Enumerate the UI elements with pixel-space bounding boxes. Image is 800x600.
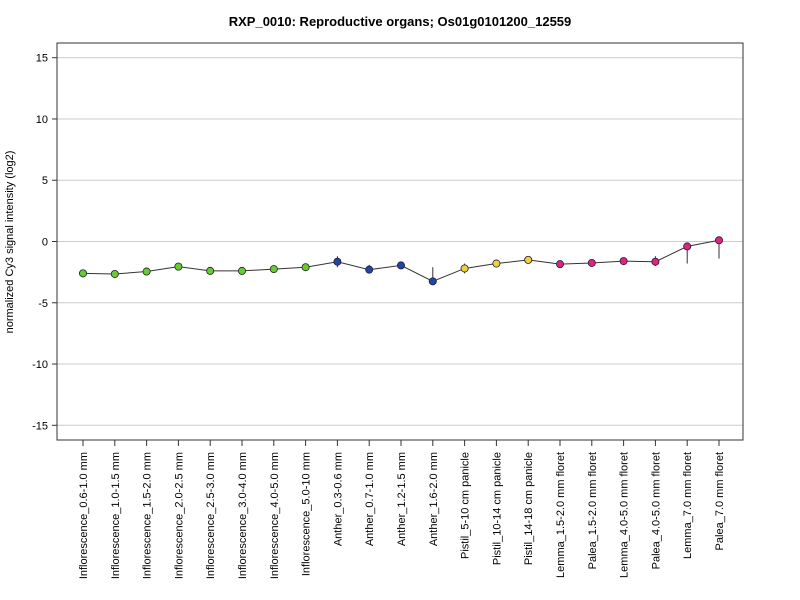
- x-tick-label: Pistil_10-14 cm panicle: [491, 452, 503, 565]
- data-point: [556, 260, 565, 269]
- data-point: [365, 265, 374, 274]
- data-point: [683, 242, 692, 251]
- x-tick-label: Inflorescence_2.5-3.0 mm: [205, 452, 217, 579]
- x-tick-label: Pistil_5-10 cm panicle: [460, 452, 472, 559]
- y-axis: 15 10 5 0 -5 -10 -15: [32, 53, 57, 432]
- x-tick-label: Lemma_4.0-5.0 mm floret: [619, 452, 631, 578]
- x-tick-label: Anther_0.3-0.6 mm: [332, 452, 344, 546]
- x-tick-label: Inflorescence_1.0-1.5 mm: [110, 452, 122, 579]
- data-point: [460, 264, 469, 273]
- data-point: [142, 267, 151, 276]
- data-point: [396, 261, 405, 270]
- y-tick-label: 10: [36, 114, 48, 126]
- data-point: [619, 257, 628, 266]
- x-tick-label: Lemma_7.0 mm floret: [682, 452, 694, 559]
- y-tick-label: 0: [42, 237, 48, 249]
- x-tick-label: Inflorescence_1.5-2.0 mm: [142, 452, 154, 579]
- x-tick-label: Inflorescence_0.6-1.0 mm: [78, 452, 90, 579]
- y-axis-label: normalized Cy3 signal intensity (log2): [4, 151, 16, 334]
- data-point: [651, 257, 660, 266]
- x-tick-label: Lemma_1.5-2.0 mm floret: [555, 452, 567, 578]
- data-point: [174, 262, 183, 271]
- data-point: [333, 257, 342, 266]
- x-tick-label: Anther_1.6-2.0 mm: [428, 452, 440, 546]
- data-point: [110, 269, 119, 278]
- x-tick-label: Palea_1.5-2.0 mm floret: [587, 452, 599, 569]
- chart-title: RXP_0010: Reproductive organs; Os01g0101…: [229, 14, 572, 29]
- x-tick-label: Pistil_14-18 cm panicle: [523, 452, 535, 565]
- data-point: [524, 255, 533, 264]
- x-tick-label: Anther_1.2-1.5 mm: [396, 452, 408, 546]
- data-point: [492, 259, 501, 268]
- data-point: [428, 277, 437, 286]
- grid-lines: [57, 57, 743, 426]
- y-tick-label: 15: [36, 53, 48, 65]
- x-tick-label: Inflorescence_2.0-2.5 mm: [173, 452, 185, 579]
- x-tick-label: Inflorescence_5.0-10 mm: [301, 452, 313, 576]
- x-tick-label: Anther_0.7-1.0 mm: [364, 452, 376, 546]
- data-point: [206, 266, 215, 275]
- x-tick-label: Palea_4.0-5.0 mm floret: [650, 452, 662, 569]
- data-point: [587, 258, 596, 267]
- x-tick-label: Inflorescence_3.0-4.0 mm: [237, 452, 249, 579]
- data-point: [715, 236, 724, 245]
- y-tick-label: -15: [32, 420, 48, 432]
- data-point: [269, 265, 278, 274]
- x-axis: Inflorescence_0.6-1.0 mm Inflorescence_1.…: [78, 440, 726, 579]
- y-tick-label: -10: [32, 359, 48, 371]
- y-tick-label: -5: [38, 298, 48, 310]
- data-point: [79, 269, 88, 278]
- y-tick-label: 5: [42, 175, 48, 187]
- series: [79, 236, 724, 286]
- x-tick-label: Inflorescence_4.0-5.0 mm: [269, 452, 281, 579]
- data-point: [237, 266, 246, 275]
- data-point: [301, 263, 310, 272]
- x-tick-label: Palea_7.0 mm floret: [714, 452, 726, 550]
